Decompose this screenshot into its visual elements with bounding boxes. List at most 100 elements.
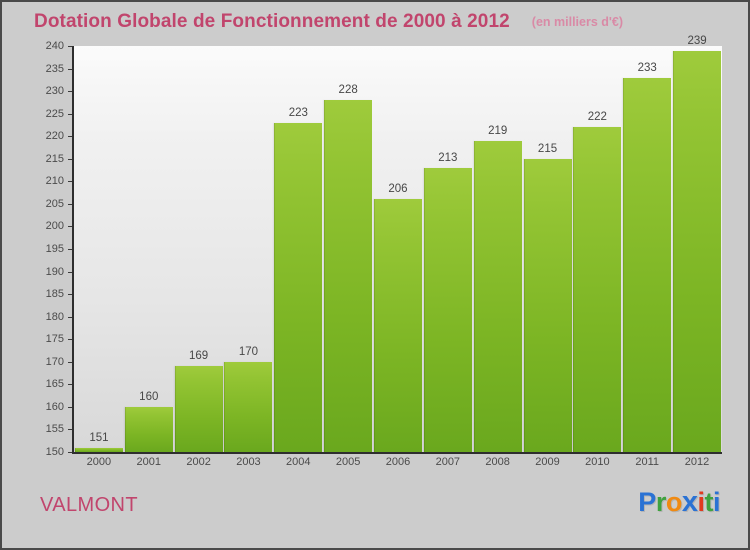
chart-footer: VALMONT Proxiti — [2, 480, 748, 548]
y-tick-label: 195 — [45, 243, 64, 255]
bar-value-label: 219 — [488, 124, 508, 137]
bar-value-label: 222 — [587, 111, 607, 124]
bar-2005[interactable] — [324, 100, 373, 452]
logo-letter-x-3: x — [681, 486, 698, 518]
y-tick-label: 210 — [45, 175, 64, 188]
y-tick-label: 155 — [45, 423, 64, 436]
logo-letter-r-1: r — [655, 487, 667, 517]
bar-value-label: 215 — [537, 142, 558, 155]
y-tick-label: 165 — [45, 378, 64, 391]
logo-letter-i-6: i — [712, 487, 721, 517]
y-axis: 150 155 160 165 170 175 180 185 190 195 200 205 210 2… — [32, 40, 73, 458]
y-tick-mark — [68, 294, 73, 296]
y-tick-mark — [68, 429, 73, 431]
proxiti-logo[interactable]: Proxiti — [638, 488, 720, 517]
bar-2009[interactable] — [523, 158, 572, 452]
y-tick-mark — [68, 249, 73, 250]
bar-group[interactable]: 223 — [273, 46, 323, 452]
y-tick-mark — [68, 136, 73, 138]
bar-group[interactable]: 228 — [323, 46, 373, 452]
x-tick-label: 2007 — [435, 456, 461, 468]
logo-letter-t-5: t — [704, 487, 713, 517]
x-tick-label: 2004 — [286, 456, 311, 468]
logo-letter-i-4: i — [697, 487, 705, 517]
bar-group[interactable]: 222 — [572, 46, 622, 452]
bar-2002[interactable] — [174, 366, 223, 452]
chart-plot-region: 150 155 160 165 170 175 180 185 190 195 200 205 210 2… — [32, 35, 722, 468]
bar-2008[interactable] — [473, 140, 522, 452]
y-tick-label: 200 — [45, 220, 64, 233]
bar-value-label: 228 — [338, 84, 358, 97]
bar-2012[interactable] — [673, 50, 722, 452]
y-tick-mark — [68, 452, 73, 453]
bar-value-label: 170 — [238, 345, 259, 358]
page-title: Dotation Globale de Fonctionnement de 20… — [34, 11, 510, 32]
bar-value-label: 151 — [89, 431, 109, 444]
y-tick-mark — [68, 271, 73, 273]
bar-group[interactable]: 170 — [224, 46, 274, 452]
y-axis-line — [72, 46, 74, 454]
bar-group[interactable]: 213 — [423, 46, 473, 452]
y-tick-label: 150 — [45, 446, 64, 458]
y-tick-label: 190 — [45, 265, 64, 278]
bar-group[interactable]: 233 — [622, 46, 672, 452]
y-tick-label: 205 — [45, 197, 64, 210]
y-tick-mark — [68, 46, 73, 47]
y-tick-mark — [68, 158, 73, 160]
y-tick-mark — [68, 113, 73, 115]
chart-header: Dotation Globale de Fonctionnement de 20… — [2, 2, 748, 42]
bar-2001[interactable] — [124, 406, 173, 452]
bar-2007[interactable] — [423, 167, 472, 452]
bar-value-label: 206 — [388, 183, 408, 196]
chart-units-subtitle: (en milliers d'€) — [531, 15, 623, 29]
y-tick-mark — [68, 339, 73, 341]
bar-2010[interactable] — [573, 127, 622, 452]
bar-2000[interactable] — [74, 447, 123, 452]
bar-group[interactable]: 151 — [74, 46, 124, 452]
bar-value-label: 213 — [438, 151, 458, 164]
bar-2003[interactable] — [224, 361, 273, 452]
bar-group[interactable]: 169 — [174, 46, 224, 452]
y-tick-label: 160 — [45, 400, 64, 413]
y-tick-mark — [68, 361, 73, 363]
bar-2011[interactable] — [623, 77, 672, 452]
y-tick-mark — [68, 226, 73, 228]
bar-group[interactable]: 219 — [473, 46, 523, 452]
y-tick-label: 225 — [45, 107, 64, 120]
x-tick-label: 2002 — [186, 456, 211, 468]
bar-group[interactable]: 206 — [373, 46, 423, 452]
x-tick-label: 2006 — [385, 456, 411, 468]
y-tick-label: 215 — [45, 152, 64, 165]
bar-series: 151 160 169 170 223 228 206 213 219 215 222 233 239 — [74, 35, 722, 452]
y-tick-mark — [68, 68, 73, 70]
logo-letter-o-2: o — [665, 487, 683, 517]
bar-group[interactable]: 215 — [523, 46, 573, 452]
logo-letter-P-0: P — [638, 487, 656, 517]
y-tick-mark — [68, 316, 73, 318]
bar-value-label: 223 — [288, 106, 308, 119]
bar-2006[interactable] — [373, 199, 422, 452]
bar-value-label: 239 — [687, 34, 707, 47]
bar-value-label: 233 — [637, 61, 657, 74]
y-tick-mark — [68, 384, 73, 386]
y-tick-label: 175 — [45, 333, 64, 346]
x-tick-label: 2011 — [635, 456, 660, 468]
bar-group[interactable]: 160 — [124, 46, 174, 452]
x-tick-label: 2010 — [585, 456, 610, 468]
y-tick-label: 185 — [45, 288, 64, 301]
x-axis-line — [72, 452, 722, 454]
x-tick-label: 2005 — [335, 456, 361, 468]
bar-group[interactable]: 239 — [672, 35, 722, 452]
bar-value-label: 160 — [139, 390, 159, 403]
y-tick-label: 235 — [45, 62, 64, 75]
y-tick-mark — [68, 181, 73, 183]
bar-value-label: 169 — [189, 350, 209, 363]
bar-2004[interactable] — [274, 122, 323, 452]
x-tick-label: 2008 — [485, 456, 510, 468]
plot-background: 151 160 169 170 223 228 206 213 219 215 222 233 239 — [74, 35, 722, 452]
x-axis: 2000 2001 2002 2003 2004 2005 2006 2007 2008 2009… — [74, 456, 722, 476]
y-tick-label: 230 — [45, 85, 64, 98]
y-tick-label: 240 — [45, 40, 64, 52]
y-tick-label: 220 — [45, 130, 64, 143]
